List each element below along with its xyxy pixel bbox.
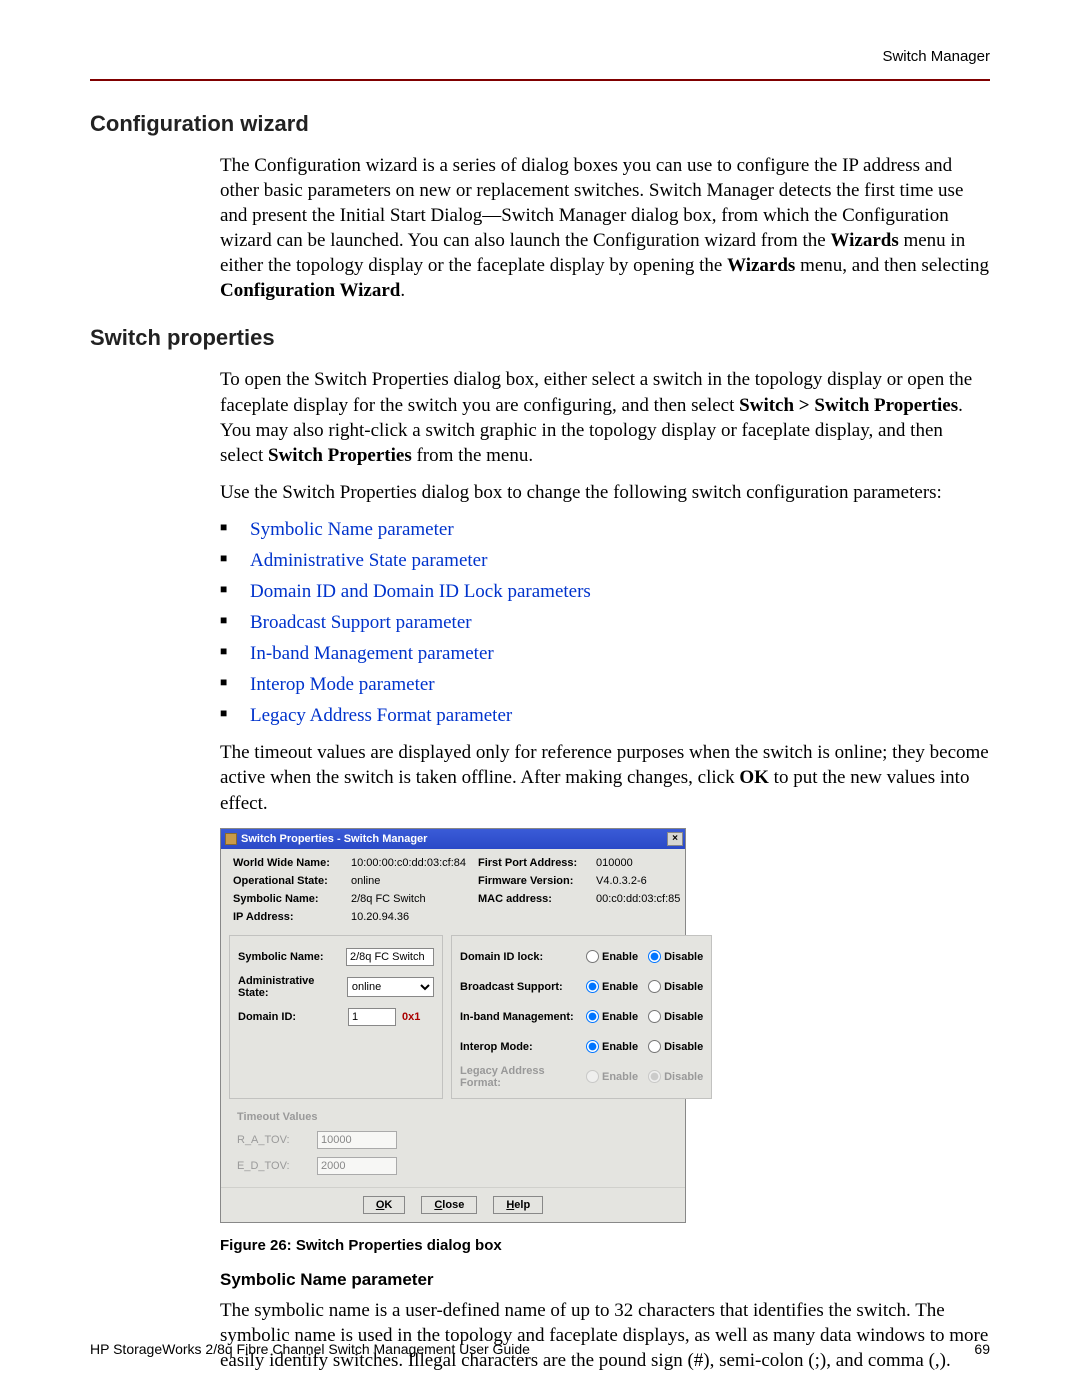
ok-button[interactable]: OK <box>363 1196 406 1214</box>
dialog-title: Switch Properties - Switch Manager <box>241 833 427 845</box>
link-interop[interactable]: Interop Mode parameter <box>250 674 435 695</box>
enable-radio <box>586 1070 599 1083</box>
right-radio-panel: Domain ID lock:EnableDisableBroadcast Su… <box>451 935 712 1099</box>
ratov-label: R_A_TOV: <box>237 1134 317 1146</box>
switch-properties-para3: The timeout values are displayed only fo… <box>220 740 990 815</box>
link-inband[interactable]: In-band Management parameter <box>250 643 494 664</box>
dialog-titlebar: Switch Properties - Switch Manager × <box>221 829 685 849</box>
fw-value: V4.0.3.2-6 <box>596 875 647 887</box>
link-domain-id[interactable]: Domain ID and Domain ID Lock parameters <box>250 581 591 602</box>
link-legacy[interactable]: Legacy Address Format parameter <box>250 705 512 726</box>
timeout-panel: Timeout Values R_A_TOV: E_D_TOV: <box>237 1111 451 1179</box>
symname-value: 2/8q FC Switch <box>351 893 426 905</box>
close-icon[interactable]: × <box>667 832 683 846</box>
link-symbolic-name[interactable]: Symbolic Name parameter <box>250 519 454 540</box>
switch-properties-para1: To open the Switch Properties dialog box… <box>220 367 990 467</box>
edtov-label: E_D_TOV: <box>237 1160 317 1172</box>
symbolic-name-para: The symbolic name is a user-defined name… <box>220 1298 990 1373</box>
footer-left: HP StorageWorks 2/8q Fibre Channel Switc… <box>90 1341 530 1357</box>
mac-label: MAC address: <box>478 893 596 905</box>
close-button[interactable]: Close <box>421 1196 477 1214</box>
admin-state-select[interactable]: online <box>347 977 434 997</box>
disable-radio[interactable] <box>648 1010 661 1023</box>
app-icon <box>225 833 237 845</box>
dialog-button-row: OK Close Help <box>221 1187 685 1222</box>
domain-id-hex: 0x1 <box>402 1011 420 1023</box>
switch-properties-para2: Use the Switch Properties dialog box to … <box>220 480 990 505</box>
heading-symbolic-name: Symbolic Name parameter <box>220 1270 990 1290</box>
sym-input-label: Symbolic Name: <box>238 951 346 963</box>
ip-label: IP Address: <box>233 911 351 923</box>
admin-state-label: Administrative State: <box>238 975 347 999</box>
ip-value: 10.20.94.36 <box>351 911 409 923</box>
footer-page: 69 <box>974 1341 990 1357</box>
disable-radio[interactable] <box>648 1040 661 1053</box>
disable-radio[interactable] <box>648 980 661 993</box>
parameter-link-list: Symbolic Name parameter Administrative S… <box>220 517 990 729</box>
enable-radio[interactable] <box>586 1040 599 1053</box>
radio-row-label: Broadcast Support: <box>460 981 586 993</box>
opstate-label: Operational State: <box>233 875 351 887</box>
enable-radio[interactable] <box>586 950 599 963</box>
disable-radio <box>648 1070 661 1083</box>
ratov-input <box>317 1131 397 1149</box>
link-broadcast[interactable]: Broadcast Support parameter <box>250 612 472 633</box>
left-edit-panel: Symbolic Name: Administrative State: onl… <box>229 935 443 1099</box>
figure-caption: Figure 26: Switch Properties dialog box <box>220 1237 990 1254</box>
fw-label: Firmware Version: <box>478 875 596 887</box>
wwn-value: 10:00:00:c0:dd:03:cf:84 <box>351 857 466 869</box>
radio-row-label: In-band Management: <box>460 1011 586 1023</box>
config-wizard-para: The Configuration wizard is a series of … <box>220 153 990 303</box>
radio-row-label: Domain ID lock: <box>460 951 586 963</box>
dialog-info-grid: World Wide Name:10:00:00:c0:dd:03:cf:84 … <box>221 849 685 935</box>
link-admin-state[interactable]: Administrative State parameter <box>250 550 487 571</box>
symbolic-name-input[interactable] <box>346 948 434 966</box>
header-rule <box>90 79 990 81</box>
edtov-input <box>317 1157 397 1175</box>
radio-row-label: Interop Mode: <box>460 1041 586 1053</box>
switch-properties-dialog: Switch Properties - Switch Manager × Wor… <box>220 828 686 1223</box>
enable-radio[interactable] <box>586 1010 599 1023</box>
running-head: Switch Manager <box>882 48 990 65</box>
radio-row-label: Legacy Address Format: <box>460 1065 586 1089</box>
domain-id-input[interactable] <box>348 1008 396 1026</box>
help-button[interactable]: Help <box>493 1196 543 1214</box>
domain-id-label: Domain ID: <box>238 1011 348 1023</box>
heading-switch-properties: Switch properties <box>90 325 990 351</box>
opstate-value: online <box>351 875 380 887</box>
fpa-label: First Port Address: <box>478 857 596 869</box>
timeout-title: Timeout Values <box>237 1111 451 1123</box>
symname-label: Symbolic Name: <box>233 893 351 905</box>
disable-radio[interactable] <box>648 950 661 963</box>
fpa-value: 010000 <box>596 857 633 869</box>
heading-config-wizard: Configuration wizard <box>90 111 990 137</box>
enable-radio[interactable] <box>586 980 599 993</box>
wwn-label: World Wide Name: <box>233 857 351 869</box>
mac-value: 00:c0:dd:03:cf:85 <box>596 893 680 905</box>
